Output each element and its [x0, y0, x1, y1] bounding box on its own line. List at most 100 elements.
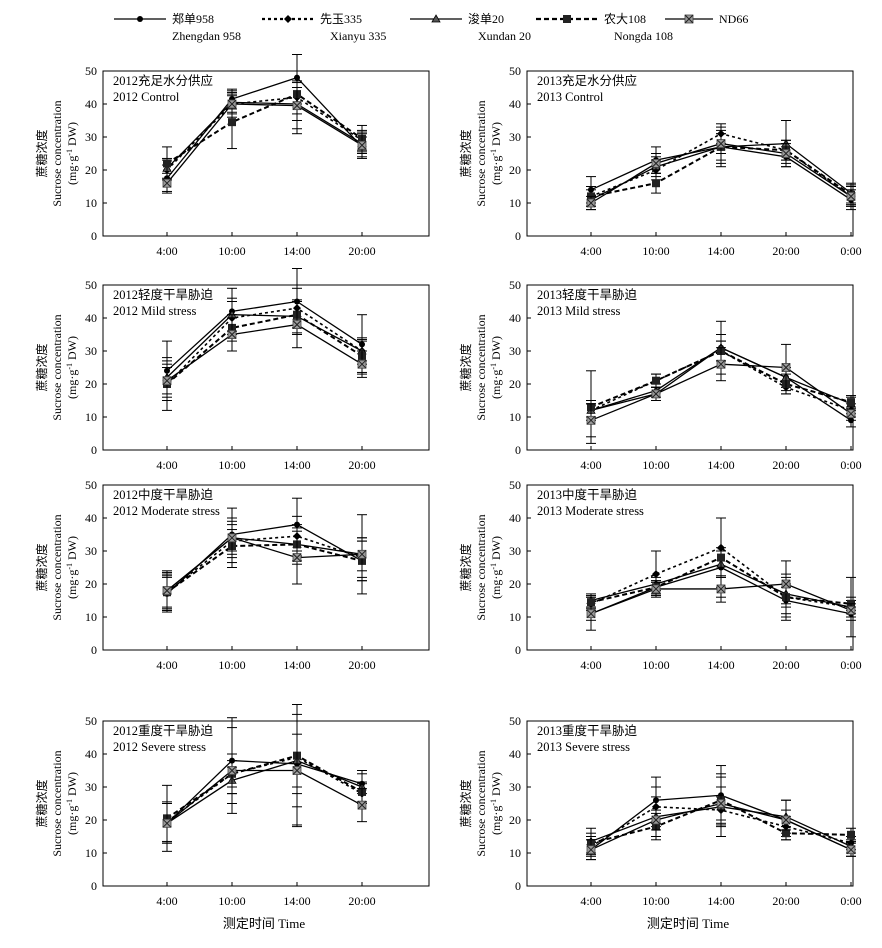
y-tick-label: 40 — [509, 97, 521, 111]
y-axis-label-cn: 蔗糖浓度 — [34, 343, 49, 391]
y-tick-label: 30 — [85, 780, 97, 794]
data-point — [163, 159, 171, 168]
legend-marker — [563, 15, 571, 23]
y-tick-label: 0 — [91, 879, 97, 893]
x-tick-label: 20:00 — [772, 894, 799, 908]
y-axis-label-unit: (mg·g-1 DW) — [65, 772, 79, 835]
y-tick-label: 30 — [509, 544, 521, 558]
y-tick-label: 20 — [85, 163, 97, 177]
data-point-cross — [162, 586, 172, 595]
series-line — [166, 543, 363, 594]
y-axis-label: 蔗糖浓度 Sucrose concentration (mg·g-1 DW) — [458, 514, 503, 620]
panel-title-en: 2012 Mild stress — [113, 304, 196, 318]
y-tick-label: 30 — [85, 544, 97, 558]
x-tick-label: 0:00 — [840, 458, 861, 472]
series-line — [166, 537, 363, 592]
y-axis-label-unit-part: (mg·g — [489, 156, 503, 185]
y-axis-label: 蔗糖浓度 Sucrose concentration (mg·g-1 DW) — [34, 750, 79, 856]
plot-frame — [526, 484, 854, 651]
chart-panel: 0 10 20 30 40 50 4:00 10:00 14:00 20:00 蔗糖浓度 Sucros… — [34, 478, 430, 672]
x-tick-label: 10:00 — [218, 244, 245, 258]
data-point-cross — [586, 609, 596, 619]
data-point-cross — [846, 606, 856, 615]
y-axis-label-unit-sup: -1 — [489, 799, 498, 806]
data-point-cross — [357, 549, 367, 559]
legend-label-en: Zhengdan 958 — [172, 29, 241, 43]
y-tick-label: 20 — [85, 577, 97, 591]
data-point-cross — [651, 815, 661, 825]
x-tick-label: 14:00 — [707, 658, 734, 672]
series — [162, 713, 367, 844]
data-point — [846, 845, 856, 855]
data-point — [586, 198, 596, 208]
x-tick-label: 14:00 — [707, 458, 734, 472]
y-axis-label-unit-part: DW) — [65, 122, 79, 149]
legend-label: 郑单958 — [172, 11, 214, 26]
y-axis-label-en: Sucrose concentration — [50, 514, 64, 620]
data-point-cross — [357, 140, 367, 150]
series — [586, 343, 856, 438]
series-line — [166, 314, 363, 378]
data-point — [716, 584, 726, 594]
y-axis-label-unit-sup: -1 — [65, 563, 74, 570]
data-point — [586, 609, 596, 619]
y-tick-label: 10 — [85, 610, 97, 624]
x-tick-label: 4:00 — [580, 894, 601, 908]
data-point-cross — [781, 815, 791, 825]
y-axis-label-en: Sucrose concentration — [474, 314, 488, 420]
data-point-cross — [586, 845, 596, 855]
y-axis-label-en: Sucrose concentration — [50, 750, 64, 856]
data-point — [587, 598, 595, 607]
data-point — [652, 570, 660, 579]
series — [162, 80, 367, 181]
data-point — [781, 579, 791, 589]
series — [162, 301, 367, 398]
x-tick-label: 10:00 — [642, 658, 669, 672]
data-point-cross — [586, 198, 596, 208]
x-tick-label: 10:00 — [642, 244, 669, 258]
y-axis-label-en: Sucrose concentration — [50, 100, 64, 206]
y-axis-label-unit-part: DW) — [65, 336, 79, 363]
y-tick-label: 20 — [509, 163, 521, 177]
y-axis-label-unit-sup: -1 — [489, 363, 498, 370]
y-tick-label: 40 — [509, 511, 521, 525]
y-axis-label-unit-part: DW) — [489, 336, 503, 363]
y-tick-label: 20 — [509, 577, 521, 591]
data-point — [357, 140, 367, 150]
x-tick-label: 20:00 — [348, 458, 375, 472]
data-point-cross — [292, 101, 302, 111]
chart-panel: 0 10 20 30 40 50 4:00 10:00 14:00 20:00 蔗糖浓度 Sucros… — [34, 54, 430, 258]
legend-label-en: Xundan 20 — [478, 29, 531, 43]
y-axis-label-unit-part: (mg·g — [65, 806, 79, 835]
x-tick-label: 14:00 — [283, 244, 310, 258]
plot-frame — [526, 284, 854, 451]
data-point-cross — [651, 159, 661, 168]
y-axis-label-unit-part: DW) — [489, 772, 503, 799]
y-axis-label-unit: (mg·g-1 DW) — [489, 772, 503, 835]
x-tick-label: 14:00 — [283, 658, 310, 672]
x-tick-label: 20:00 — [772, 658, 799, 672]
data-point — [227, 330, 237, 339]
x-tick-label: 14:00 — [707, 244, 734, 258]
y-tick-label: 50 — [509, 714, 521, 728]
y-tick-label: 40 — [509, 311, 521, 325]
y-axis-label-unit-part: (mg·g — [489, 806, 503, 835]
series-line — [166, 101, 363, 169]
y-tick-label: 0 — [515, 643, 521, 657]
data-point — [716, 139, 726, 149]
panel-title-en: 2013 Moderate stress — [537, 504, 644, 518]
data-point-cross — [292, 553, 302, 562]
y-tick-label: 50 — [509, 64, 521, 78]
x-tick-label: 4:00 — [156, 458, 177, 472]
data-point — [162, 586, 172, 595]
y-tick-label: 20 — [509, 377, 521, 391]
y-tick-label: 30 — [509, 780, 521, 794]
data-point — [782, 829, 790, 838]
legend-label: ND66 — [719, 12, 748, 26]
series — [162, 87, 367, 179]
y-axis-label-unit: (mg·g-1 DW) — [65, 122, 79, 185]
panel-title-en: 2013 Control — [537, 90, 604, 104]
legend-label: 先玉335 — [320, 12, 362, 26]
y-axis-label-unit-part: DW) — [65, 772, 79, 799]
